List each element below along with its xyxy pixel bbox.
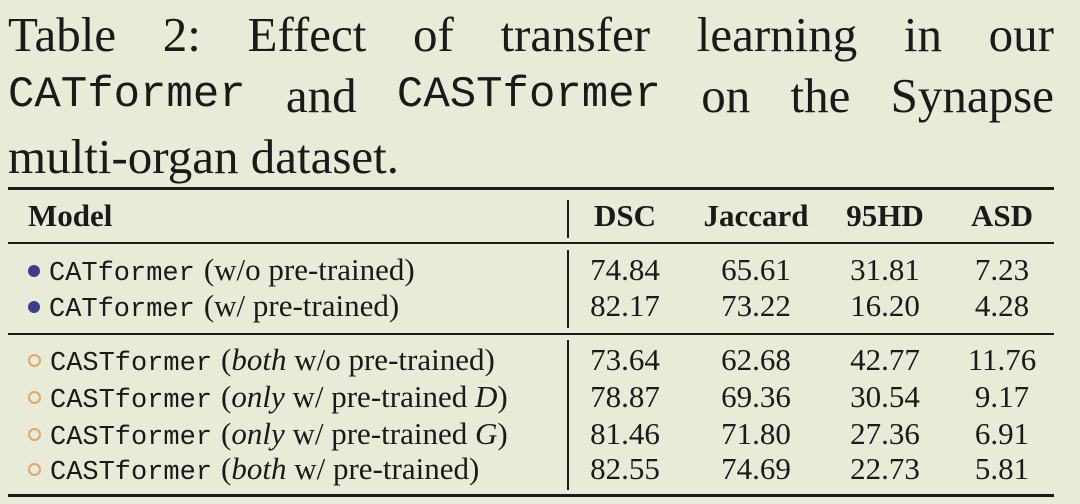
caption-line-2: CATformer and CASTformer on the Synapse bbox=[8, 65, 1054, 126]
table-row-model: CATformer (w/o pre-trained) bbox=[28, 252, 415, 292]
cell-asd: 9.17 bbox=[974, 379, 1030, 414]
header-95hd: 95HD bbox=[846, 198, 924, 233]
model-name: CASTformer bbox=[50, 349, 213, 379]
column-separator bbox=[567, 200, 569, 238]
cell-jaccard: 62.68 bbox=[721, 342, 791, 377]
model-description: (both w/ pre-trained) bbox=[221, 451, 480, 486]
bottom-rule bbox=[8, 494, 1054, 497]
top-rule bbox=[8, 187, 1054, 190]
model-name: CATformer bbox=[49, 295, 195, 325]
caption-line-3: multi-organ dataset. bbox=[8, 126, 1054, 187]
hollow-circle-icon bbox=[28, 428, 41, 441]
table-caption: Table 2: Effect of transfer learning in … bbox=[8, 4, 1054, 187]
cell-95hd: 31.81 bbox=[850, 252, 920, 287]
table-row-model: CASTformer (only w/ pre-trained G) bbox=[28, 416, 508, 456]
filled-circle-icon bbox=[28, 265, 40, 277]
cell-jaccard: 71.80 bbox=[721, 416, 791, 451]
cell-jaccard: 69.36 bbox=[721, 379, 791, 414]
cell-asd: 7.23 bbox=[974, 252, 1030, 287]
cell-95hd: 16.20 bbox=[850, 288, 920, 323]
cell-dsc: 78.87 bbox=[590, 379, 660, 414]
model-name: CASTformer bbox=[50, 386, 213, 416]
model-description: (w/o pre-trained) bbox=[203, 252, 415, 287]
caption-word: Table bbox=[8, 7, 117, 62]
header-asd: ASD bbox=[970, 198, 1033, 233]
column-separator bbox=[567, 340, 569, 490]
cell-95hd: 42.77 bbox=[850, 342, 920, 377]
caption-word: 2: bbox=[162, 7, 201, 62]
cell-dsc: 82.17 bbox=[590, 288, 660, 323]
caption-word: the bbox=[790, 68, 851, 123]
caption-word: in bbox=[903, 7, 943, 62]
cell-asd: 4.28 bbox=[974, 288, 1030, 323]
cell-dsc: 73.64 bbox=[590, 342, 660, 377]
cell-jaccard: 65.61 bbox=[721, 252, 791, 287]
caption-word: and bbox=[285, 68, 357, 123]
caption-model-name: CATformer bbox=[8, 70, 246, 120]
model-name: CASTformer bbox=[50, 423, 213, 453]
caption-word: our bbox=[988, 7, 1054, 62]
filled-circle-icon bbox=[28, 301, 40, 313]
model-description: (only w/ pre-trained D) bbox=[221, 379, 508, 414]
caption-word: transfer bbox=[500, 7, 651, 62]
caption-word: on bbox=[701, 68, 751, 123]
header-jaccard: Jaccard bbox=[703, 198, 809, 233]
caption-word: learning bbox=[696, 7, 858, 62]
caption-text: multi-organ dataset. bbox=[8, 129, 399, 184]
table-row-model: CASTformer (both w/ pre-trained) bbox=[28, 451, 479, 491]
caption-line-1: Table 2: Effect of transfer learning in … bbox=[8, 4, 1054, 65]
hollow-circle-icon bbox=[28, 354, 41, 367]
model-name: CATformer bbox=[49, 259, 195, 289]
cell-jaccard: 73.22 bbox=[721, 288, 791, 323]
header-rule bbox=[8, 242, 1054, 244]
column-separator bbox=[567, 250, 569, 328]
header-dsc: DSC bbox=[593, 198, 656, 233]
cell-asd: 11.76 bbox=[967, 342, 1037, 377]
table-row-model: CASTformer (both w/o pre-trained) bbox=[28, 342, 495, 382]
hollow-circle-icon bbox=[28, 391, 41, 404]
caption-model-name: CASTformer bbox=[396, 70, 661, 120]
table-row-model: CASTformer (only w/ pre-trained D) bbox=[28, 379, 508, 419]
cell-dsc: 74.84 bbox=[590, 252, 660, 287]
cell-dsc: 81.46 bbox=[590, 416, 660, 451]
table-row-model: CATformer (w/ pre-trained) bbox=[28, 288, 399, 328]
caption-word: of bbox=[412, 7, 454, 62]
model-description: (only w/ pre-trained G) bbox=[221, 416, 508, 451]
cell-dsc: 82.55 bbox=[590, 451, 660, 486]
cell-95hd: 22.73 bbox=[850, 451, 920, 486]
model-description: (both w/o pre-trained) bbox=[221, 342, 495, 377]
caption-word: Effect bbox=[247, 7, 367, 62]
hollow-circle-icon bbox=[28, 463, 41, 476]
cell-95hd: 27.36 bbox=[850, 416, 920, 451]
group-rule bbox=[8, 333, 1054, 335]
cell-asd: 5.81 bbox=[974, 451, 1030, 486]
model-description: (w/ pre-trained) bbox=[203, 288, 400, 323]
model-name: CASTformer bbox=[50, 458, 213, 488]
caption-word: Synapse bbox=[890, 68, 1054, 123]
cell-asd: 6.91 bbox=[974, 416, 1030, 451]
header-model: Model bbox=[28, 198, 113, 233]
cell-95hd: 30.54 bbox=[850, 379, 920, 414]
cell-jaccard: 74.69 bbox=[721, 451, 791, 486]
